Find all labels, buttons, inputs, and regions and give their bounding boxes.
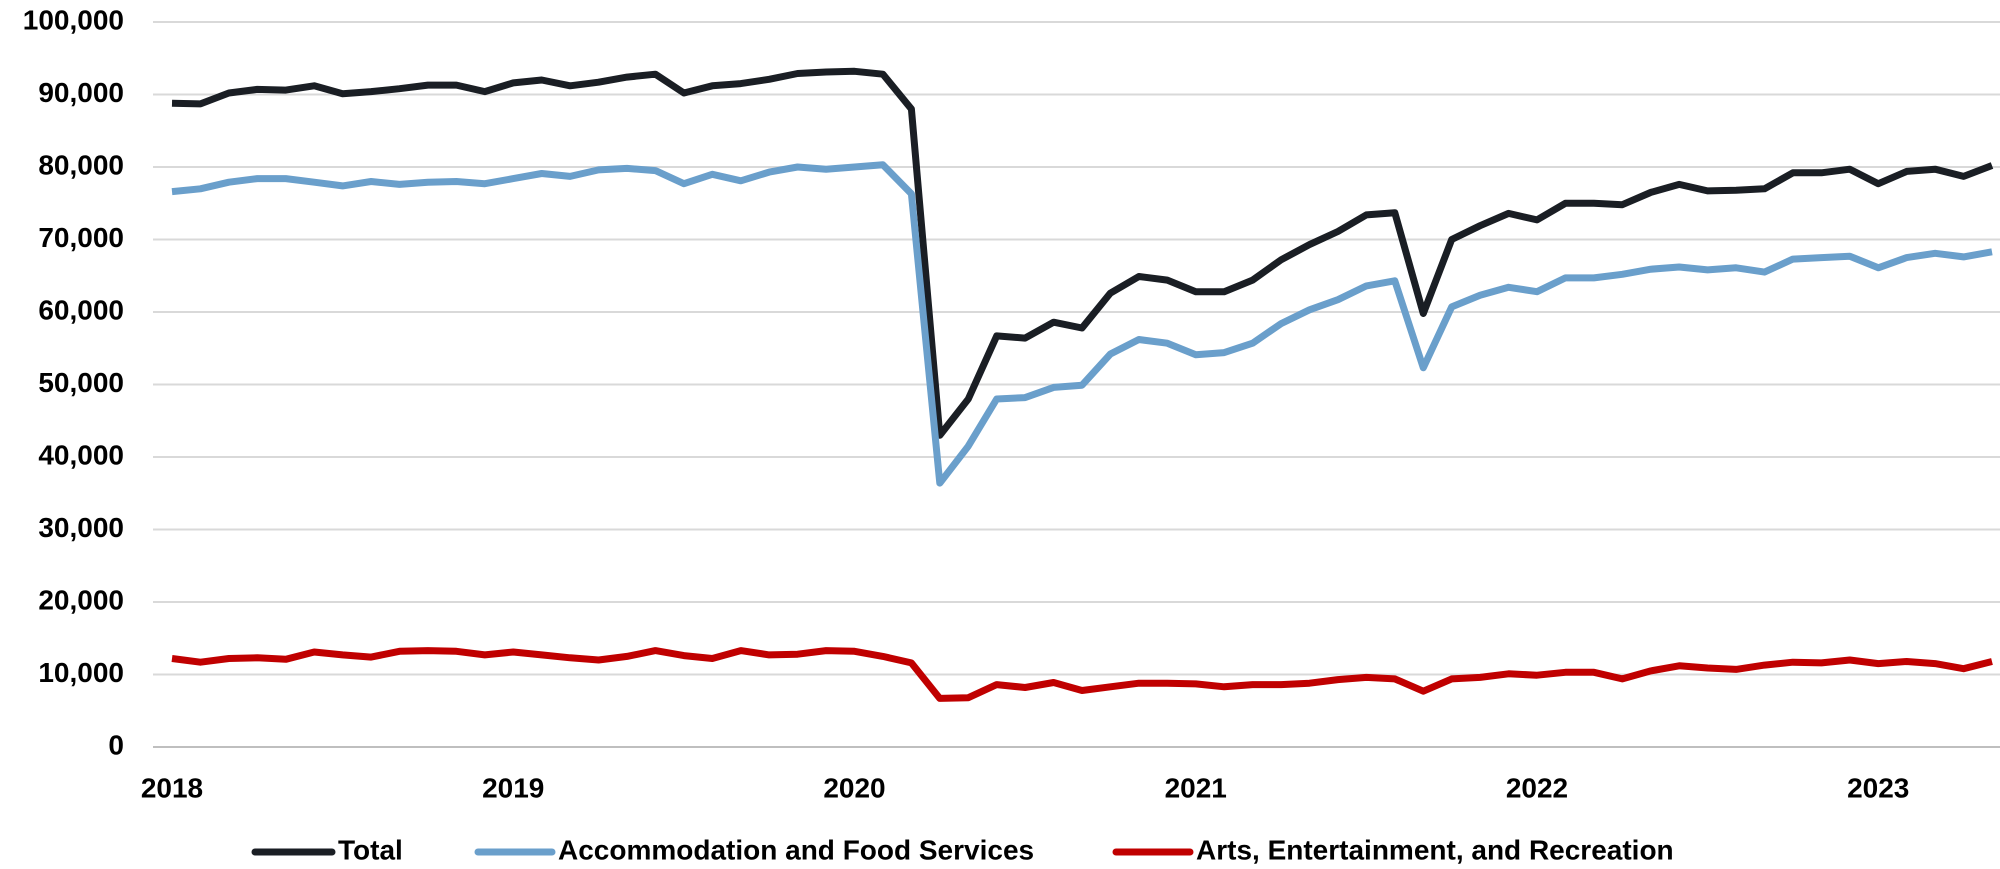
y-tick-label: 40,000 [38,439,124,470]
y-tick-label: 70,000 [38,222,124,253]
legend-label: Arts, Entertainment, and Recreation [1196,834,1674,865]
series-line [171,67,1994,439]
legend-label: Total [338,834,403,865]
x-tick-label: 2019 [482,772,544,803]
legend-label: Accommodation and Food Services [558,834,1034,865]
y-tick-label: 100,000 [23,4,124,35]
y-tick-label: 60,000 [38,294,124,325]
y-tick-label: 10,000 [38,657,124,688]
y-tick-label: 90,000 [38,77,124,108]
x-tick-label: 2022 [1506,772,1568,803]
y-tick-label: 20,000 [38,584,124,615]
y-tick-label: 50,000 [38,367,124,398]
x-tick-label: 2020 [823,772,885,803]
series-line [171,161,1993,487]
x-tick-label: 2021 [1165,772,1227,803]
x-tick-label: 2023 [1847,772,1909,803]
y-tick-label: 30,000 [38,512,124,543]
series-line [171,647,1993,702]
x-tick-label: 2018 [141,772,203,803]
y-tick-label: 0 [108,729,124,760]
y-tick-label: 80,000 [38,149,124,180]
